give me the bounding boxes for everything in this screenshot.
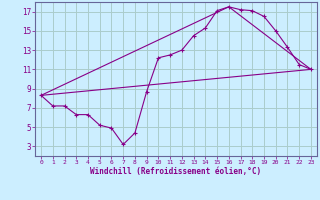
X-axis label: Windchill (Refroidissement éolien,°C): Windchill (Refroidissement éolien,°C) [91,167,261,176]
